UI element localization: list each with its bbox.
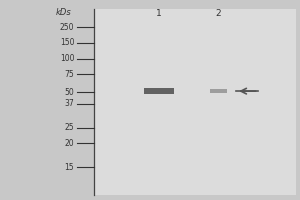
Text: 2: 2 — [215, 9, 221, 18]
Text: 25: 25 — [64, 123, 74, 132]
Text: 250: 250 — [60, 23, 74, 32]
Text: 15: 15 — [64, 163, 74, 172]
Text: 37: 37 — [64, 99, 74, 108]
Text: 100: 100 — [60, 54, 74, 63]
Bar — [94, 9, 296, 195]
Text: kDs: kDs — [56, 8, 72, 17]
Text: 1: 1 — [156, 9, 162, 18]
Text: 50: 50 — [64, 88, 74, 97]
Text: 20: 20 — [64, 139, 74, 148]
Text: 150: 150 — [60, 38, 74, 47]
Bar — [210, 89, 226, 93]
Text: 75: 75 — [64, 70, 74, 79]
Bar — [144, 88, 174, 94]
